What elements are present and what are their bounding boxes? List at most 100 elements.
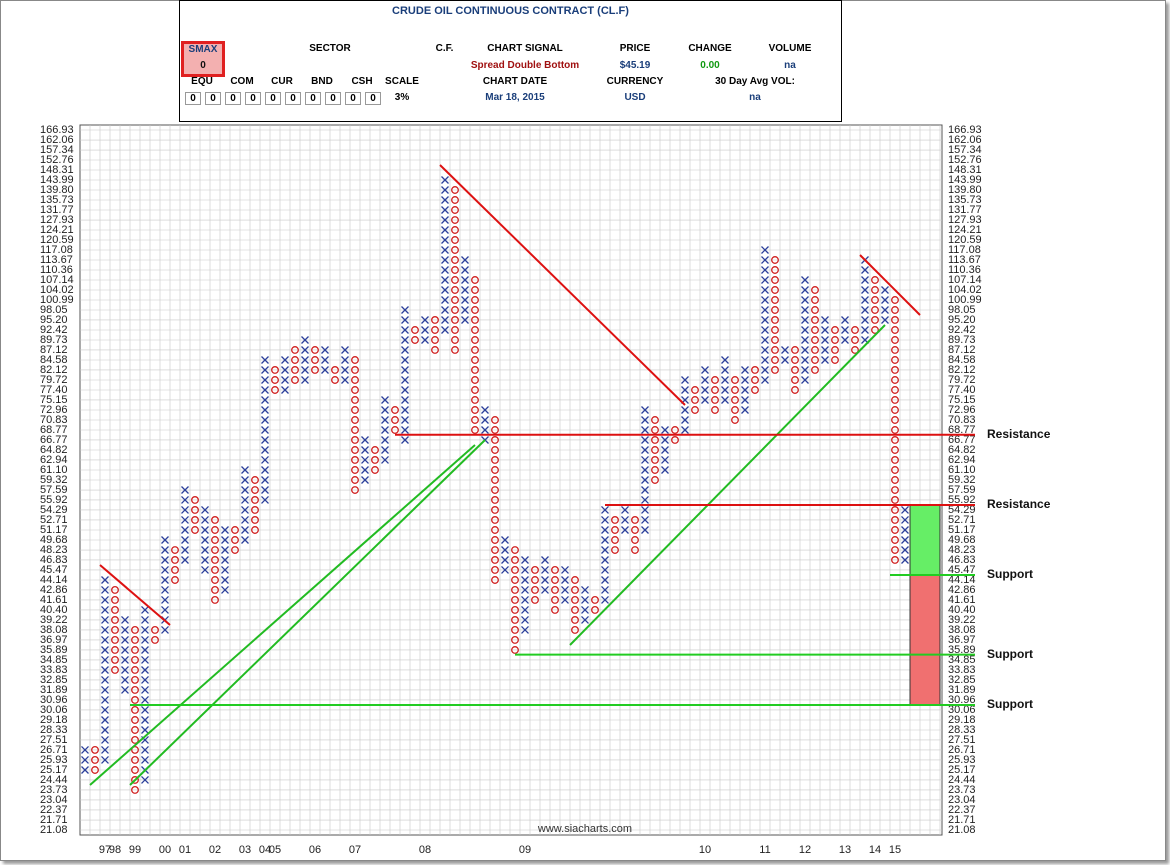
x-box [161,565,169,574]
o-box [131,716,139,724]
column-x [321,346,329,374]
y-tick-label: 166.93 [948,124,982,136]
column-x [701,366,709,404]
o-box [511,585,519,594]
y-tick-label: 95.20 [40,314,68,326]
change: 0.00 [700,60,720,71]
x-box [641,456,649,464]
o-box [91,755,99,764]
o-box [471,366,479,374]
y-tick-label: 162.06 [40,134,74,146]
x-box [641,526,649,534]
y-tick-label: 44.14 [948,574,976,586]
x-box [141,696,149,704]
x-box [781,356,789,364]
o-box [471,326,479,334]
o-box [171,556,179,564]
smax-box [181,41,225,77]
o-box [631,546,639,554]
x-box [101,686,109,694]
o-box [451,316,459,324]
x-box [761,256,769,264]
y-tick-label: 135.73 [948,194,982,206]
x-box [261,426,269,434]
x-box [521,596,529,604]
o-box [631,526,639,534]
o-box [671,436,679,444]
o-box [451,286,459,294]
o-box [771,256,779,264]
x-box [641,486,649,494]
y-tick-label: 120.59 [948,234,982,246]
x-box [341,376,349,384]
y-tick-label: 38.08 [948,624,976,636]
x-box [601,576,609,584]
y-tick-label: 33.83 [948,664,976,676]
y-tick-label: 30.06 [948,704,976,716]
column-x [661,426,669,474]
column-o [691,386,699,414]
o-box [691,396,699,404]
y-tick-label: 34.85 [40,654,68,666]
o-box [891,366,899,374]
o-box [91,745,99,754]
x-box [141,686,149,694]
o-box [431,346,439,354]
column-o [271,366,279,394]
x-box [861,296,869,304]
o-box [531,565,539,574]
y-tick-label: 107.14 [948,274,982,286]
x-box [201,516,209,524]
x-tick-label: 06 [309,844,321,856]
x-box [661,456,669,464]
x-box [121,675,129,684]
y-tick-label: 25.17 [40,764,68,776]
o-box [311,356,319,364]
o-box [811,286,819,294]
x-box [541,565,549,574]
trend-line [569,324,886,646]
o-box [791,376,799,384]
x-box [481,406,489,414]
y-tick-label: 21.08 [40,824,68,836]
scale: 3% [394,92,410,103]
y-tick-label: 89.73 [40,334,68,346]
o-box [131,776,139,784]
o-box [631,536,639,544]
o-box [451,336,459,344]
column-x [841,316,849,344]
o-box [491,516,499,524]
x-box [521,565,529,574]
column-x [621,506,629,534]
y-tick-label: 166.93 [40,124,74,136]
y-tick-label: 59.32 [948,474,976,486]
x-box [761,286,769,294]
o-box [731,386,739,394]
x-box [301,336,309,344]
change-label: CHANGE [688,43,732,54]
x-box [801,296,809,304]
column-o [431,316,439,354]
o-box [131,766,139,774]
y-tick-label: 68.77 [948,424,976,436]
y-tick-label: 46.83 [948,554,976,566]
x-box [261,356,269,364]
o-box [291,376,299,384]
x-box [741,376,749,384]
column-o [351,356,359,494]
column-o [631,516,639,554]
x-box [681,426,689,434]
o-box [631,516,639,524]
o-box [891,446,899,454]
x-tick-label: 03 [239,844,251,856]
x-box [421,326,429,334]
x-box [561,565,569,574]
y-tick-label: 75.15 [40,394,68,406]
level-label: Support [987,567,1033,581]
x-box [101,675,109,684]
x-box [361,456,369,464]
y-tick-label: 92.42 [40,324,68,336]
x-box [901,556,909,564]
x-box [141,705,149,714]
